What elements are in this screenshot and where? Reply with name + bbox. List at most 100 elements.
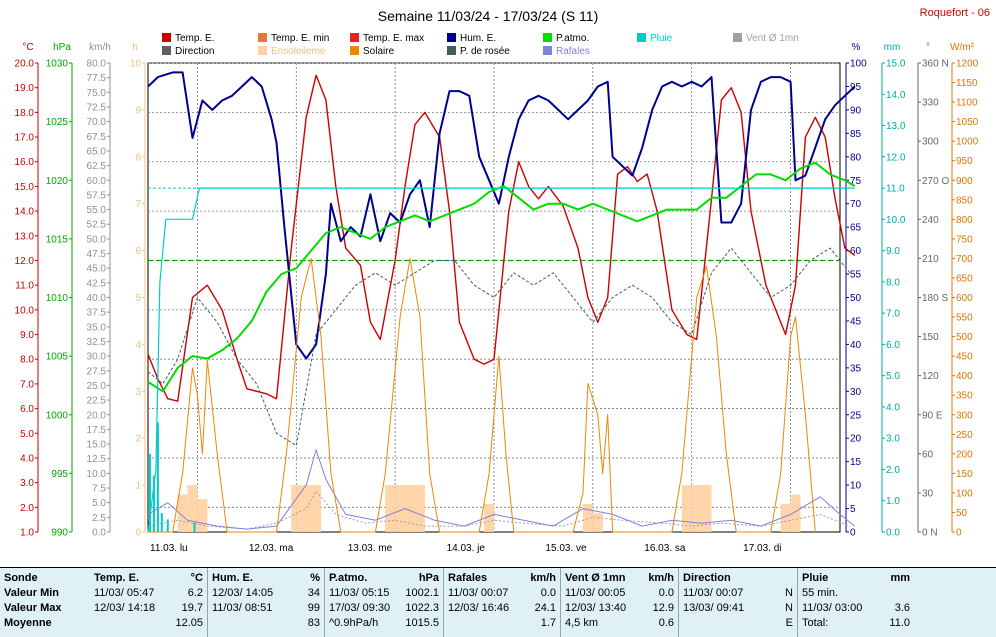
axis-tick-label: 37.5: [87, 308, 107, 319]
axis-tick-label: 0.0: [886, 528, 900, 539]
stats-cell-value: 0.6: [658, 617, 674, 629]
stats-cell-label: 12/03/ 13:40: [565, 602, 627, 614]
axis-tick-label: 50: [956, 508, 968, 519]
legend-label-p-atmo: P.atmo.: [556, 33, 589, 44]
axis-tick-label: 2.0: [886, 465, 900, 476]
axis-tick-label: 350: [956, 391, 973, 402]
stats-section-pluie: Pluie mm 55 min. 11/03/ 03:00 3.6 Total: 11.0: [797, 568, 914, 637]
axis-tick-label: 180 S: [922, 293, 948, 304]
stats-section-title: Vent Ø 1mn km/h: [565, 572, 674, 586]
axis-unit-pct: %: [852, 42, 861, 53]
sun-bar: [691, 485, 702, 532]
stats-section-title: Rafales km/h: [448, 572, 556, 586]
stats-cell-value: 0.0: [540, 587, 556, 599]
axis-tick-label: 300: [922, 137, 939, 148]
axis-tick-label: 0: [956, 528, 962, 539]
axis-unit-mm: mm: [884, 42, 901, 53]
axis-tick-label: 9.0: [20, 330, 34, 341]
axis-tick-label: 400: [956, 371, 973, 382]
axis-tick-label: 950: [956, 156, 973, 167]
axis-unit-w-m2: W/m²: [950, 42, 975, 53]
stats-cell-label: 17/03/ 09:30: [329, 602, 391, 614]
axis-tick-label: 700: [956, 254, 973, 265]
axis-tick-label: 15.0: [87, 440, 107, 451]
stats-row: 11/03/ 00:07 N: [683, 587, 793, 602]
stats-table: Sonde Valeur Min Valeur Max Moyenne Temp…: [0, 567, 996, 637]
rain-bar: [160, 513, 163, 532]
axis-tick-label: 4.0: [20, 453, 34, 464]
stats-cell-label: 11/03/ 00:05: [565, 587, 626, 599]
legend-swatch-solaire: [350, 46, 359, 55]
row-label-avg: Moyenne: [4, 617, 52, 629]
stats-section-rafales: Rafales km/h 11/03/ 00:07 0.0 12/03/ 16:46 24…: [443, 568, 560, 637]
row-label-min: Valeur Min: [4, 587, 60, 599]
axis-tick-label: 42.5: [87, 278, 107, 289]
axis-tick-label: 10: [130, 59, 142, 70]
stats-cell-value: E: [785, 617, 793, 629]
axis-tick-label: 1000: [956, 137, 979, 148]
legend-swatch-temp-e: [162, 33, 171, 42]
axis-tick-label: 77.5: [87, 73, 107, 84]
axis-tick-label: 11.0: [886, 184, 905, 195]
stats-row: E: [683, 617, 793, 632]
axis-tick-label: 300: [956, 410, 973, 421]
axis-tick-label: 12.0: [15, 256, 35, 267]
stats-cell-value: N: [785, 587, 793, 599]
x-tick-label: 12.03. ma: [249, 543, 294, 554]
rain-bar: [152, 475, 155, 532]
legend-label-temp-e-min: Temp. E. min: [271, 33, 329, 44]
stats-row: 11/03/ 00:07 0.0: [448, 587, 556, 602]
stats-cell-label: 12/03/ 14:18: [94, 602, 156, 614]
sun-bar: [301, 485, 312, 532]
chart-grid: [148, 62, 840, 532]
stats-row: 13/03/ 09:41 N: [683, 602, 793, 617]
stats-section-title: Direction: [683, 572, 793, 586]
axis-tick-label: 1200: [956, 59, 979, 70]
axis-tick-label: 10.0: [87, 469, 107, 480]
axis-tick-label: 25.0: [87, 381, 107, 392]
axis-tick-label: 1050: [956, 117, 979, 128]
stats-title-text: Pluie: [802, 572, 829, 584]
axis-tick-label: 200: [956, 449, 973, 460]
x-tick-label: 14.03. je: [447, 543, 486, 554]
axis-tick-label: 20: [850, 434, 862, 445]
axis-tick-label: 17.5: [87, 425, 107, 436]
axis-tick-label: 15: [850, 457, 862, 468]
weather-chart: Semaine 11/03/24 - 17/03/24 (S 11) Roque…: [14, 7, 990, 554]
axis-tick-label: 80: [850, 152, 862, 163]
axis-tick-label: 1100: [956, 98, 978, 109]
sun-bar: [177, 494, 188, 532]
axis-tick-label: 60: [850, 246, 862, 257]
legend-label-pluie: Pluie: [650, 33, 673, 44]
stats-cell-value: 0.0: [658, 587, 674, 599]
axis-tick-label: 45.0: [87, 264, 107, 275]
stats-cell-value: 83: [307, 617, 320, 629]
stats-cell-label: 11/03/ 05:47: [94, 587, 155, 599]
stats-cell-value: 99: [307, 602, 320, 614]
stats-cell-value: 6.2: [187, 587, 203, 599]
legend-label-ensoleileme: Ensoleileme: [271, 46, 326, 57]
axis-tick-label: 10: [850, 481, 862, 492]
axis-tick-label: 360 N: [922, 59, 949, 70]
axis-tick-label: 1015: [46, 234, 69, 245]
legend-swatch-hum-e: [447, 33, 456, 42]
axis-tick-label: 1000: [46, 410, 69, 421]
sun-bar: [291, 485, 302, 532]
axis-tick-label: 3.0: [20, 478, 34, 489]
stats-title-text: Vent Ø 1mn: [565, 572, 626, 584]
axis-unit-hpa: hPa: [53, 42, 71, 53]
axis-tick-label: 100: [956, 488, 973, 499]
axis-tick-label: 5: [850, 504, 856, 515]
axis-tick-label: 4: [135, 340, 141, 351]
stats-row: 12.05: [94, 617, 203, 632]
stats-row: 11/03/ 03:00 3.6: [802, 602, 910, 617]
stats-unit: km/h: [530, 572, 556, 584]
series-line-hum-e: [147, 71, 856, 360]
sun-bar: [701, 485, 712, 532]
axis-tick-label: 60.0: [87, 176, 107, 187]
rain-bar: [148, 453, 151, 532]
stats-cell-value: 19.7: [181, 602, 203, 614]
series-line-p-atmo: [147, 161, 856, 393]
axis-tick-label: 22.5: [87, 396, 107, 407]
axis-tick-label: 1025: [46, 117, 69, 128]
